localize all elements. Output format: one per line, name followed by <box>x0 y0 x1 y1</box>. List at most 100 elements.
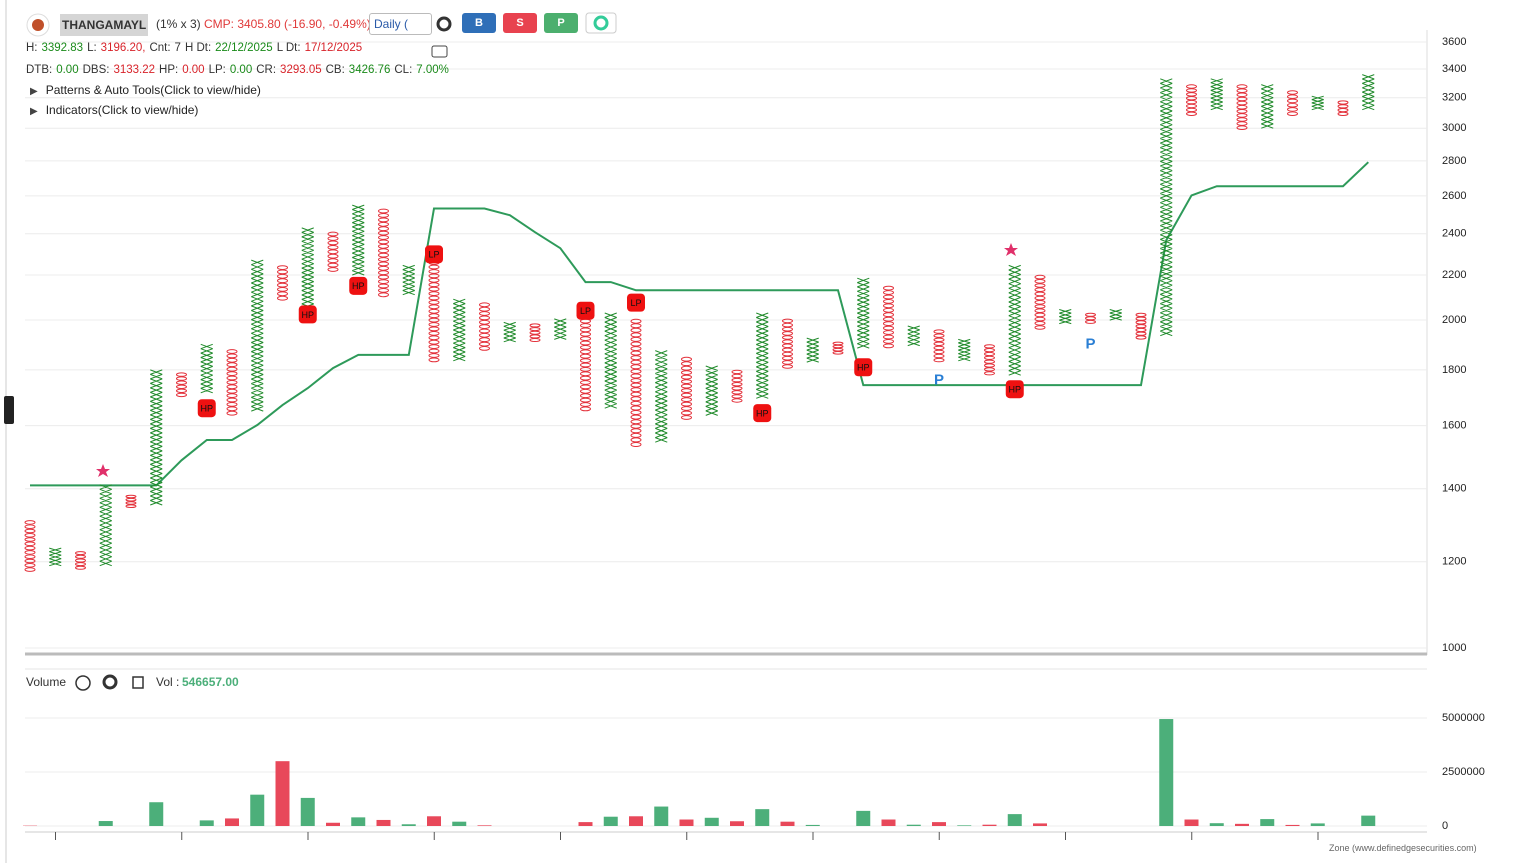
volume-bar <box>881 819 896 826</box>
o-column <box>428 255 440 363</box>
settings-icon[interactable] <box>436 16 452 32</box>
info-value: 17/12/2025 <box>304 42 363 54</box>
y-tick-label: 2600 <box>1442 190 1466 202</box>
y-tick-label: 3200 <box>1442 92 1466 104</box>
info-line: H: 3392.83 L: 3196.20, Cnt: 7 H Dt: 22/12/2025 L… <box>26 42 366 54</box>
o-column <box>782 318 794 369</box>
volume-bar <box>755 809 770 826</box>
volume-bar <box>603 816 618 826</box>
info-value: 3293.05 <box>280 64 322 76</box>
volume-bar <box>149 802 164 826</box>
color-button[interactable] <box>585 12 617 34</box>
volume-bar <box>1033 823 1047 826</box>
info-line: DTB: 0.00 DBS: 3133.22 HP: 0.00 LP: 0.00 CR: 3293… <box>26 64 453 76</box>
o-column <box>378 208 390 298</box>
info-value: 3196.20, <box>100 42 146 54</box>
volume-title: Volume <box>26 675 67 689</box>
y-tick-label: 1600 <box>1442 420 1466 432</box>
info-label: CR: <box>256 64 277 76</box>
volume-bar <box>780 821 795 826</box>
info-value: 0.00 <box>229 64 253 76</box>
info-label: CL: <box>394 64 413 76</box>
o-column <box>1085 312 1097 324</box>
y-tick-label: 1200 <box>1442 556 1466 568</box>
x-column <box>503 321 516 343</box>
badge-label: HP <box>756 408 769 418</box>
volume-bar <box>477 825 492 826</box>
volume-bar <box>275 761 290 826</box>
info-label: LP: <box>208 64 226 76</box>
volume-bar <box>326 822 340 826</box>
symbol[interactable]: THANGAMAYL <box>60 14 149 36</box>
y-tick-label: 3600 <box>1442 36 1466 48</box>
eye-icon[interactable] <box>75 675 91 691</box>
y-tick-label: 2000 <box>1442 314 1466 326</box>
volume-bar <box>629 816 643 826</box>
sell-button[interactable]: S <box>503 13 537 33</box>
x-column <box>200 343 213 394</box>
settings-icon[interactable] <box>102 674 118 690</box>
p-button[interactable]: P <box>544 13 578 33</box>
comment-icon[interactable] <box>431 45 448 58</box>
indicators-toggle[interactable]: Indicators(Click to view/hide) <box>30 103 199 117</box>
o-column <box>984 344 996 376</box>
x-column <box>756 312 769 399</box>
info-label: Cnt: <box>149 42 171 54</box>
period-select[interactable]: Daily ( <box>369 13 432 35</box>
x-column <box>705 365 718 416</box>
x-column <box>1210 78 1223 111</box>
volume-bar <box>401 824 416 826</box>
o-column <box>529 323 541 342</box>
volume-bar <box>351 817 366 826</box>
buy-button[interactable]: B <box>462 13 496 33</box>
x-column <box>907 325 920 347</box>
o-column <box>883 285 895 349</box>
x-column <box>806 337 819 363</box>
o-column <box>24 520 36 572</box>
star-icon <box>96 464 110 477</box>
o-column <box>580 318 592 412</box>
o-column <box>630 318 642 447</box>
volume-bar <box>1310 823 1325 826</box>
o-column <box>1186 84 1198 116</box>
badge <box>197 399 216 418</box>
o-column <box>1287 90 1299 116</box>
info-label: CB: <box>325 64 345 76</box>
volume-bar <box>1007 814 1022 826</box>
o-column <box>479 302 491 351</box>
volume-bar <box>906 824 921 826</box>
info-label: H Dt: <box>184 42 212 54</box>
volume-bar <box>932 822 946 826</box>
x-column <box>655 350 668 443</box>
volume-bar <box>300 797 315 826</box>
info-label: L: <box>87 42 97 54</box>
x-column <box>1160 78 1173 337</box>
x-column <box>857 277 870 349</box>
volume-bar <box>654 806 669 826</box>
pattern-label: P <box>934 372 944 389</box>
info-value: 3133.22 <box>113 64 156 76</box>
badge <box>425 245 443 264</box>
x-column <box>1261 84 1274 129</box>
x-column <box>958 338 971 362</box>
x-column <box>402 264 415 296</box>
info-value: 3392.83 <box>41 42 84 54</box>
badge-label: HP <box>200 404 213 414</box>
pattern-label: P <box>1085 335 1095 352</box>
volume-bar <box>982 824 997 826</box>
o-column <box>832 341 844 355</box>
x-column <box>1059 309 1072 325</box>
y-tick-label: 2200 <box>1442 269 1466 281</box>
side-tab[interactable] <box>4 396 14 424</box>
x-column <box>150 369 163 506</box>
volume-bar <box>250 794 265 826</box>
x-column <box>1109 309 1122 321</box>
o-column <box>327 231 339 272</box>
delete-icon[interactable] <box>132 676 144 689</box>
volume-bar <box>805 824 820 826</box>
patterns-toggle[interactable]: Patterns & Auto Tools(Click to view/hide… <box>30 83 261 97</box>
o-column <box>681 356 693 420</box>
o-column <box>1337 100 1349 116</box>
badge-label: HP <box>857 363 870 373</box>
x-column <box>99 484 112 567</box>
